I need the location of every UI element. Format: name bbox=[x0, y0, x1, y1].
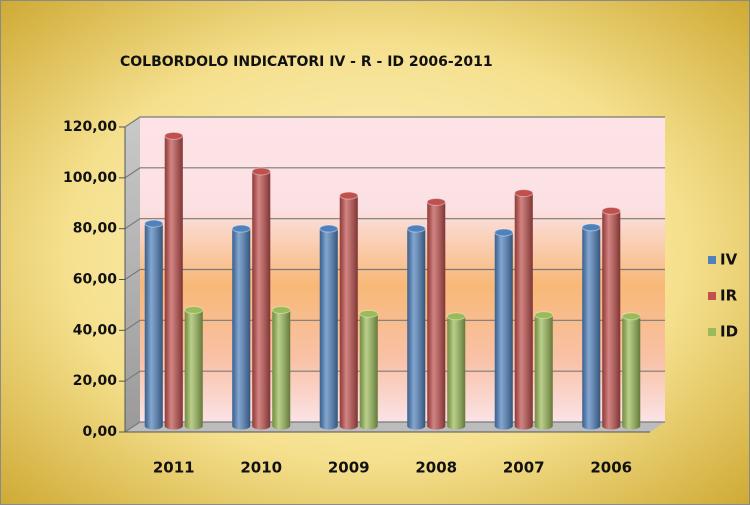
bar-shade bbox=[252, 167, 271, 430]
bar-cap bbox=[271, 306, 291, 314]
bar-shade bbox=[514, 189, 533, 430]
grid-line bbox=[124, 319, 665, 331]
bar-cap bbox=[514, 189, 534, 198]
grid-line bbox=[124, 116, 665, 128]
legend-label: IR bbox=[720, 287, 738, 305]
legend-swatch bbox=[708, 256, 716, 264]
bar-shade bbox=[407, 225, 426, 430]
bar-cap bbox=[231, 224, 251, 233]
bar-cap bbox=[319, 224, 339, 233]
bar-cap bbox=[144, 219, 164, 228]
bar-shade bbox=[494, 228, 513, 430]
bar-shade bbox=[184, 306, 203, 430]
y-tick-label: 100,00 bbox=[63, 170, 117, 186]
bar-shade bbox=[144, 220, 163, 430]
bar-cap bbox=[494, 228, 514, 237]
x-tick-label: 2011 bbox=[153, 459, 195, 477]
bar-cap bbox=[621, 312, 641, 321]
bar-shade bbox=[232, 225, 251, 430]
grid-line bbox=[124, 421, 665, 433]
x-tick-label: 2007 bbox=[503, 459, 545, 477]
bar-shade bbox=[427, 198, 446, 430]
grid-line bbox=[124, 167, 665, 179]
bar-shade bbox=[319, 225, 338, 430]
bar-shade bbox=[339, 192, 358, 430]
y-tick-label: 40,00 bbox=[73, 322, 118, 338]
bar-shade bbox=[272, 306, 291, 430]
bar-cap bbox=[601, 206, 621, 215]
bar-shade bbox=[622, 312, 641, 430]
bar-cap bbox=[184, 306, 204, 314]
bar-shade bbox=[164, 132, 183, 430]
legend-label: IV bbox=[720, 251, 738, 269]
bar-shade bbox=[582, 223, 601, 430]
legend-swatch bbox=[708, 292, 716, 300]
legend-swatch bbox=[708, 328, 716, 336]
bar-shade bbox=[534, 311, 553, 430]
bar-cap bbox=[359, 309, 379, 318]
chart-title: COLBORDOLO INDICATORI IV - R - ID 2006-2… bbox=[120, 54, 493, 70]
grid-line bbox=[124, 268, 665, 280]
x-tick-label: 2009 bbox=[328, 459, 370, 477]
x-tick-label: 2010 bbox=[240, 459, 282, 477]
bar-cap bbox=[339, 191, 359, 200]
y-tick-label: 60,00 bbox=[73, 272, 118, 288]
bar-cap bbox=[164, 131, 184, 140]
bar-cap bbox=[426, 197, 446, 206]
grid-line bbox=[124, 218, 665, 230]
bar-cap bbox=[406, 224, 426, 233]
bar-cap bbox=[251, 167, 271, 176]
legend-label: ID bbox=[720, 323, 738, 341]
y-tick-label: 20,00 bbox=[73, 373, 118, 389]
x-tick-label: 2008 bbox=[415, 459, 457, 477]
grid-line bbox=[124, 370, 665, 382]
x-tick-label: 2006 bbox=[590, 459, 632, 477]
y-tick-label: 0,00 bbox=[82, 424, 117, 440]
bar-shade bbox=[359, 310, 378, 430]
bar-shade bbox=[602, 207, 621, 430]
bar-cap bbox=[446, 312, 466, 321]
bar-cap bbox=[581, 223, 601, 232]
y-tick-label: 80,00 bbox=[73, 221, 118, 237]
bar-shade bbox=[447, 312, 466, 430]
bar-cap bbox=[534, 311, 554, 320]
y-tick-label: 120,00 bbox=[63, 119, 117, 135]
